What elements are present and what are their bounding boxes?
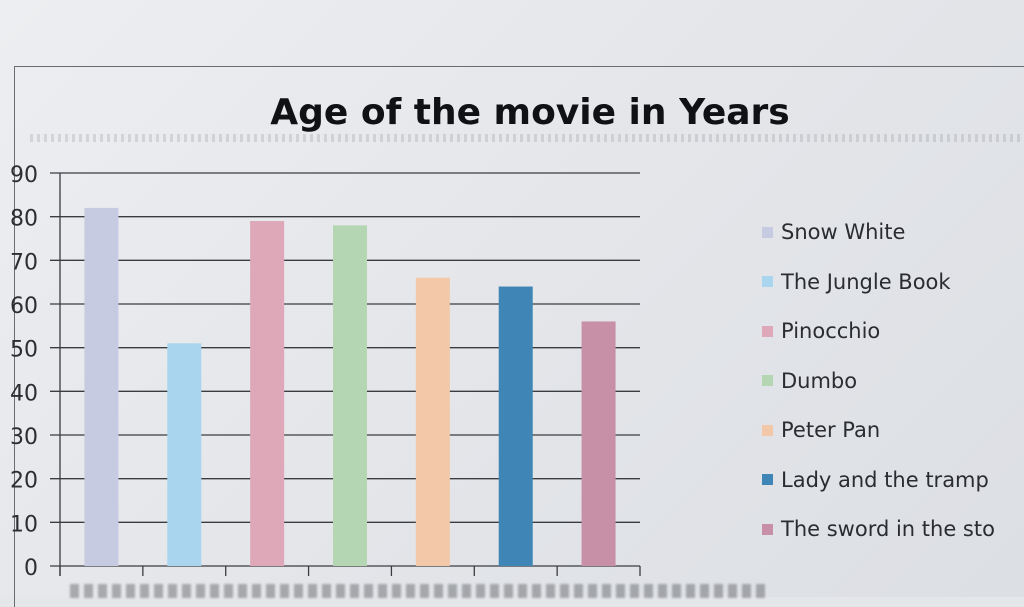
bar-1 <box>167 343 202 566</box>
y-tick-label: 10 <box>10 512 38 537</box>
y-tick-label: 0 <box>24 556 38 581</box>
y-tick-label: 90 <box>10 163 38 188</box>
bar-4 <box>415 277 450 566</box>
legend-label: Snow White <box>781 220 906 244</box>
y-tick-label: 20 <box>10 469 38 494</box>
legend-swatch <box>762 474 773 485</box>
legend-swatch <box>762 375 773 386</box>
legend-swatch <box>762 424 773 436</box>
legend-label: Pinocchio <box>781 319 881 343</box>
legend-label: Lady and the tramp <box>781 467 989 492</box>
legend-label: The sword in the sto <box>781 517 995 541</box>
y-tick-label: 60 <box>10 294 38 319</box>
bar-0 <box>84 207 119 566</box>
legend-item: Snow White <box>762 220 905 244</box>
cut-off-axis-labels <box>70 584 770 598</box>
legend-swatch <box>762 523 773 535</box>
legend-swatch <box>762 276 773 287</box>
print-smudge <box>30 134 1020 142</box>
y-tick-label: 80 <box>10 207 38 232</box>
legend-label: Peter Pan <box>781 418 881 442</box>
y-tick-label: 50 <box>10 338 38 363</box>
bar-2 <box>250 221 285 567</box>
bar-6 <box>581 321 616 566</box>
legend-item: Lady and the tramp <box>762 468 989 492</box>
y-tick-label: 70 <box>10 250 38 275</box>
bar-5 <box>498 286 533 566</box>
legend-item: The Jungle Book <box>762 270 951 294</box>
legend-label: The Jungle Book <box>781 269 951 294</box>
y-tick-label: 40 <box>10 381 38 406</box>
legend-swatch <box>762 325 773 337</box>
legend-item: The sword in the sto <box>762 517 995 541</box>
legend-label: Dumbo <box>781 368 858 393</box>
chart-frame <box>14 66 1024 607</box>
legend-item: Peter Pan <box>762 418 880 442</box>
legend-item: Dumbo <box>762 369 857 393</box>
bar-3 <box>333 225 367 566</box>
legend-item: Pinocchio <box>762 319 880 343</box>
chart-title: Age of the movie in Years <box>270 92 790 133</box>
legend-swatch <box>762 226 773 238</box>
y-tick-label: 30 <box>10 425 38 450</box>
